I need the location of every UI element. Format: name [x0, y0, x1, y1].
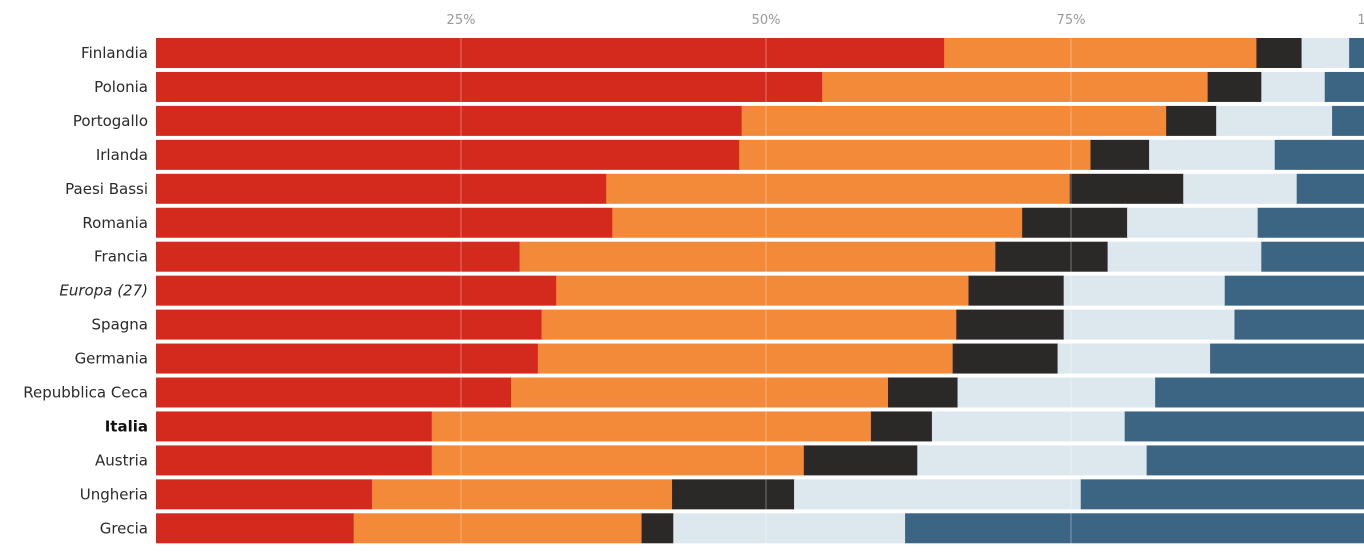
bar-segment-2: [606, 173, 1071, 204]
bar-segment-1: [156, 275, 557, 306]
bar-segment-2: [741, 105, 1167, 136]
category-label: Polonia: [94, 78, 148, 96]
bar-segment-5: [905, 513, 1364, 544]
category-label: Grecia: [100, 519, 148, 537]
bar-segment-3: [1166, 105, 1217, 136]
x-tick-label: 75%: [1057, 13, 1086, 28]
bar-segment-3: [995, 241, 1109, 272]
bar-segment-2: [353, 513, 643, 544]
bar-segment-4: [1057, 343, 1211, 374]
bar-segment-1: [156, 479, 373, 510]
bar-segment-1: [156, 309, 543, 340]
bar-segment-4: [673, 513, 906, 544]
bar-segment-5: [1146, 445, 1364, 476]
x-tick-label: 100%: [1357, 13, 1364, 28]
bar-segment-4: [1183, 173, 1298, 204]
bar-segment-2: [612, 207, 1023, 238]
bar-segment-3: [1207, 71, 1262, 102]
bar-segment-3: [888, 377, 959, 408]
bar-segment-2: [944, 38, 1258, 68]
bar-segment-1: [156, 445, 433, 476]
bar-segment-4: [931, 411, 1126, 442]
x-tick-label: 25%: [447, 13, 476, 28]
bar-segment-1: [156, 38, 945, 68]
bar-segment-1: [156, 71, 823, 102]
bar-segment-5: [1324, 71, 1364, 102]
bar-segment-3: [1069, 173, 1184, 204]
bar-segment-1: [156, 105, 743, 136]
category-label: Paesi Bassi: [65, 180, 148, 198]
bar-segment-2: [511, 377, 889, 408]
category-label: Ungheria: [80, 485, 148, 503]
category-label: Portogallo: [73, 112, 148, 130]
bar-segment-2: [371, 479, 673, 510]
bar-segment-4: [1149, 139, 1276, 170]
bar-segment-4: [1216, 105, 1333, 136]
bar-segment-5: [1296, 173, 1364, 204]
category-label: Italia: [105, 417, 148, 435]
bar-segment-1: [156, 343, 539, 374]
category-label: Europa (27): [59, 282, 148, 300]
bar-segment-5: [1224, 275, 1364, 306]
bar-segment-2: [541, 309, 957, 340]
bar-segment-1: [156, 513, 355, 544]
category-label: Spagna: [92, 316, 148, 334]
bar-segment-2: [739, 139, 1092, 170]
bar-segment-3: [672, 479, 795, 510]
bar-segment-4: [1107, 241, 1262, 272]
bar-segment-3: [956, 309, 1065, 340]
bar-segment-5: [1274, 139, 1364, 170]
bar-segment-5: [1155, 377, 1364, 408]
category-label: Irlanda: [96, 146, 148, 164]
bar-segment-4: [1127, 207, 1259, 238]
bar-segment-5: [1261, 241, 1364, 272]
bar-segment-4: [794, 479, 1082, 510]
bar-segment-1: [156, 139, 740, 170]
bar-segment-3: [1022, 207, 1128, 238]
bar-segment-3: [1256, 38, 1303, 68]
bar-segment-3: [641, 513, 674, 544]
category-label: Repubblica Ceca: [23, 384, 148, 402]
category-label: Francia: [94, 248, 148, 266]
category-label: Finlandia: [81, 44, 148, 62]
bar-segment-2: [431, 411, 872, 442]
bar-segment-4: [1063, 275, 1226, 306]
bar-segment-5: [1257, 207, 1364, 238]
x-tick-label: 50%: [752, 13, 781, 28]
category-label: Romania: [82, 214, 148, 232]
bar-segment-3: [870, 411, 933, 442]
bar-segment-4: [1063, 309, 1236, 340]
bar-segment-5: [1332, 105, 1364, 136]
bar-segment-3: [1090, 139, 1150, 170]
bar-segment-4: [1261, 71, 1326, 102]
bar-segment-5: [1349, 38, 1364, 68]
bar-segment-5: [1210, 343, 1364, 374]
bar-segment-1: [156, 207, 613, 238]
bar-segment-4: [917, 445, 1148, 476]
bar-segment-4: [957, 377, 1156, 408]
bar-segment-1: [156, 173, 607, 204]
bar-segment-3: [968, 275, 1065, 306]
bar-segment-5: [1234, 309, 1364, 340]
bar-segment-2: [537, 343, 954, 374]
bar-segment-5: [1080, 479, 1364, 510]
bar-segment-3: [803, 445, 918, 476]
bar-segment-5: [1124, 411, 1364, 442]
category-label: Austria: [95, 451, 148, 469]
bar-segment-1: [156, 377, 512, 408]
bar-segment-1: [156, 241, 521, 272]
bar-segment-4: [1301, 38, 1350, 68]
bar-segment-2: [519, 241, 996, 272]
bar-segment-2: [556, 275, 970, 306]
bar-segment-1: [156, 411, 433, 442]
bar-segment-2: [822, 71, 1209, 102]
bar-segment-2: [431, 445, 805, 476]
bar-segment-3: [952, 343, 1059, 374]
category-label: Germania: [75, 350, 148, 368]
